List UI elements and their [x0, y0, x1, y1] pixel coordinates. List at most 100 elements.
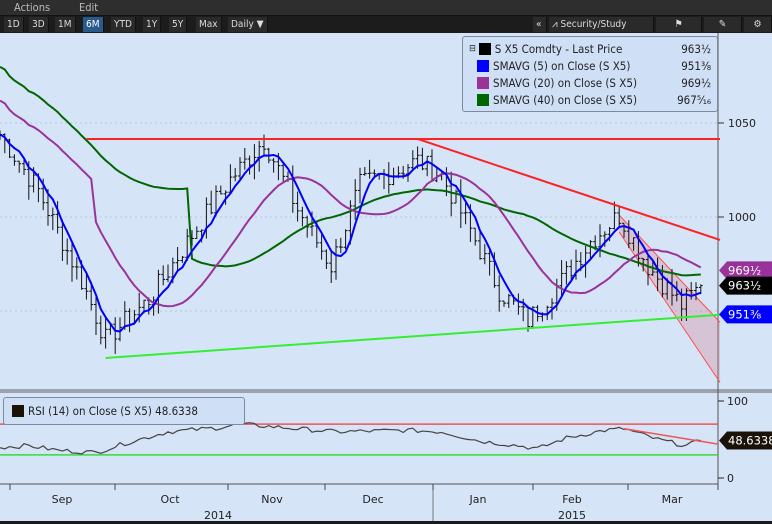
price-bar: [410, 150, 415, 171]
price-bar: [247, 155, 252, 175]
period-5y[interactable]: 5Y: [169, 17, 188, 32]
price-bar: [113, 317, 118, 354]
flag-icon[interactable]: ⚑: [656, 17, 702, 32]
period-3d[interactable]: 3D: [29, 17, 49, 32]
menu-actions[interactable]: Actions: [14, 1, 51, 14]
price-bar: [338, 237, 343, 254]
price-bar: [295, 191, 300, 222]
period-6m[interactable]: 6M: [83, 17, 104, 32]
price-bar: [329, 250, 334, 283]
price-bar: [300, 206, 305, 227]
price-bar: [118, 317, 122, 342]
chart-area[interactable]: 1050 1000 100 0 Sep Oct Nov Dec Jan Feb Mar 2014 201…: [0, 33, 772, 522]
price-bar: [425, 155, 430, 177]
security-study-button[interactable]: ⩘ Security/Study: [549, 17, 654, 32]
year-label: 2014: [204, 509, 232, 521]
price-bar: [564, 261, 569, 285]
price-bar: [127, 308, 132, 333]
rsi-value-tag: 48.6338: [719, 431, 772, 450]
price-bar: [94, 293, 98, 335]
price-bar: [242, 148, 247, 170]
price-bar: [334, 238, 338, 280]
trendline-support: [105, 313, 721, 359]
price-bar: [84, 274, 89, 300]
price-bar: [458, 179, 463, 228]
month-label: Sep: [52, 493, 73, 506]
legend-sma5[interactable]: SMAVG (5) on Close (S X5) 951⅜: [469, 57, 717, 74]
price-bar: [238, 157, 242, 180]
price-bar: [262, 134, 266, 156]
price-bar: [353, 179, 358, 220]
price-bar: [98, 315, 103, 345]
edit-icon[interactable]: ✎: [704, 17, 742, 32]
price-bar: [631, 237, 636, 251]
price-bar: [233, 167, 238, 182]
price-bar: [516, 293, 521, 315]
sma5-line: [0, 133, 702, 333]
period-ytd[interactable]: YTD: [111, 17, 136, 32]
price-bar: [65, 238, 70, 265]
price-bar: [70, 242, 74, 282]
sma40-line: [0, 65, 701, 277]
tag-shape: [719, 261, 772, 280]
price-bar: [602, 231, 607, 247]
price-bar: [473, 227, 478, 246]
tag-label: 963½: [728, 279, 761, 293]
price-tick-label: 1050: [728, 117, 756, 130]
price-bar: [166, 264, 170, 283]
period-1d[interactable]: 1D: [4, 17, 24, 32]
menu-edit[interactable]: Edit: [79, 1, 99, 14]
period-1y[interactable]: 1Y: [143, 17, 162, 32]
price-bar: [228, 164, 233, 193]
chart-icon: ⩘: [552, 19, 561, 30]
collapse-button[interactable]: «: [533, 17, 547, 32]
frequency-dropdown[interactable]: Daily ▼: [228, 17, 268, 32]
price-bar: [482, 244, 487, 265]
rsi-tick-label: 100: [727, 395, 748, 408]
price-bar: [612, 201, 617, 230]
price-bar: [156, 269, 161, 314]
price-bar: [569, 259, 574, 280]
gear-icon[interactable]: ⚙: [744, 17, 772, 32]
tag-label: 951⅜: [728, 307, 761, 321]
price-bar: [60, 219, 65, 261]
price-bar: [497, 275, 502, 312]
month-label: Oct: [160, 493, 180, 506]
menu-bar: Actions Edit: [0, 0, 772, 16]
price-bar: [50, 207, 55, 231]
period-1m[interactable]: 1M: [55, 17, 76, 32]
price-bar: [55, 201, 60, 234]
legend-sma20[interactable]: SMAVG (20) on Close (S X5) 969½: [469, 74, 717, 91]
price-bar: [646, 253, 650, 286]
tag-shape: [719, 305, 772, 324]
toolbar: 1D 3D 1M 6M YTD 1Y 5Y Max Daily ▼ « ⩘ Se…: [0, 16, 772, 33]
legend-last-price[interactable]: ⊟ S X5 Comdty - Last Price 963½: [469, 41, 711, 56]
price-bar: [617, 206, 622, 228]
price-bar: [103, 316, 108, 349]
price-bar: [185, 228, 190, 262]
price-bar: [694, 282, 698, 301]
price-bar: [698, 284, 703, 295]
price-bar: [194, 226, 199, 239]
price-bar: [343, 229, 348, 250]
sma20-line: [0, 99, 702, 308]
period-max[interactable]: Max: [196, 17, 222, 32]
sma20-tag: 969½: [719, 261, 772, 280]
price-bar: [626, 220, 631, 249]
rsi-trendline: [623, 427, 719, 445]
price-bar: [362, 166, 367, 176]
legend-sma40[interactable]: SMAVG (40) on Close (S X5) 967⁵⁄₁₆: [469, 91, 717, 108]
chart-legend: ⊟ S X5 Comdty - Last Price 963½ SMAVG (5) …: [462, 36, 718, 112]
price-bar: [180, 256, 185, 263]
price-bar: [478, 231, 482, 260]
rsi-legend[interactable]: RSI (14) on Close (S X5) 48.6338: [3, 397, 245, 425]
month-label: Dec: [362, 493, 383, 506]
collapse-icon[interactable]: ⊟: [469, 43, 476, 54]
price-bar: [281, 161, 286, 182]
price-tick-label: 1000: [728, 211, 756, 224]
channel-lower: [618, 231, 721, 383]
month-label: Jan: [469, 493, 487, 506]
price-channel-fill: [619, 215, 720, 383]
price-bar: [209, 190, 214, 215]
